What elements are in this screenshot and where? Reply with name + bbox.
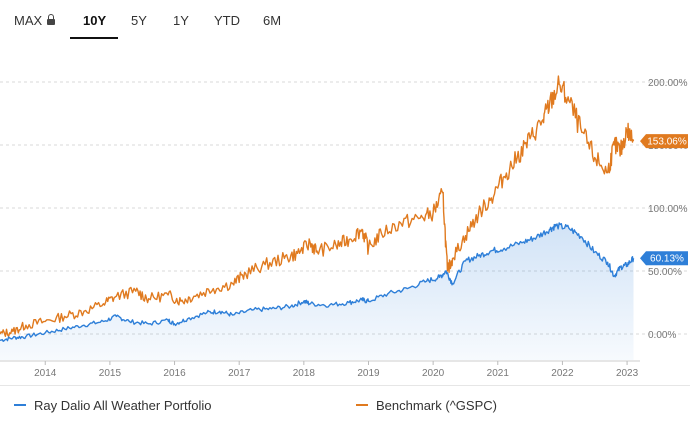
portfolio-area	[0, 223, 634, 360]
y-tick-label: 50.00%	[648, 267, 682, 278]
x-tick-label: 2018	[293, 368, 316, 379]
tab-5y[interactable]: 5Y	[131, 13, 147, 28]
lock-icon	[47, 14, 56, 25]
tab-5y-label: 5Y	[131, 13, 147, 28]
legend-benchmark[interactable]: Benchmark (^GSPC)	[356, 398, 497, 413]
x-tick-label: 2014	[34, 368, 57, 379]
benchmark-end-label: 153.06%	[647, 137, 687, 148]
portfolio-line	[0, 222, 635, 342]
x-tick-label: 2019	[357, 368, 380, 379]
legend-benchmark-swatch	[356, 403, 368, 406]
tab-10y-label: 10Y	[83, 13, 107, 28]
legend-portfolio[interactable]: Ray Dalio All Weather Portfolio	[14, 398, 212, 413]
legend-divider	[0, 385, 690, 386]
tab-6m-label: 6M	[263, 13, 282, 28]
x-tick-label: 2022	[551, 368, 574, 379]
performance-chart: 0.00%50.00%100.00%150.00%200.00%20142015…	[0, 75, 690, 379]
x-tick-label: 2021	[487, 368, 510, 379]
legend-benchmark-label: Benchmark (^GSPC)	[376, 398, 497, 413]
x-tick-label: 2016	[163, 368, 186, 379]
benchmark-flag	[640, 134, 688, 149]
x-tick-label: 2023	[616, 368, 639, 379]
y-tick-label: 100.00%	[648, 204, 688, 215]
y-tick-label: 0.00%	[648, 330, 676, 341]
range-tabs: MAX 10Y 5Y 1Y YTD 6M	[0, 0, 690, 42]
tab-1y[interactable]: 1Y	[173, 13, 189, 28]
tab-ytd[interactable]: YTD	[214, 13, 240, 28]
tab-10y[interactable]: 10Y	[83, 13, 106, 28]
active-tab-indicator	[70, 37, 118, 39]
portfolio-flag	[640, 251, 688, 266]
tab-ytd-label: YTD	[214, 13, 240, 28]
x-tick-label: 2015	[99, 368, 122, 379]
y-tick-label: 200.00%	[648, 78, 688, 89]
tab-6m[interactable]: 6M	[263, 13, 281, 28]
x-tick-label: 2017	[228, 368, 251, 379]
portfolio-end-label: 60.13%	[650, 254, 684, 265]
tab-max[interactable]: MAX	[14, 13, 56, 28]
x-tick-label: 2020	[422, 368, 445, 379]
legend-portfolio-swatch	[14, 403, 26, 406]
tab-1y-label: 1Y	[173, 13, 189, 28]
legend-portfolio-label: Ray Dalio All Weather Portfolio	[34, 398, 212, 413]
benchmark-line	[0, 75, 635, 337]
tab-max-label: MAX	[14, 13, 43, 28]
